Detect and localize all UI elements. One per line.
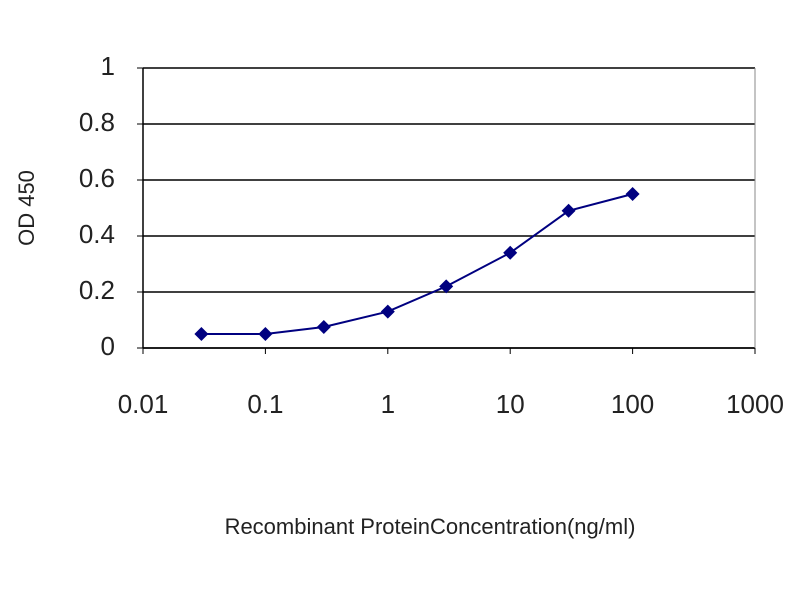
- y-tick-label: 0.4: [79, 219, 115, 249]
- data-point: [625, 187, 640, 201]
- x-tick-label: 10: [496, 389, 525, 419]
- x-tick-label: 1: [381, 389, 395, 419]
- y-tick-label: 0.2: [79, 275, 115, 305]
- y-tick-label: 0.8: [79, 107, 115, 137]
- data-point: [561, 203, 576, 218]
- y-tick-label: 1: [101, 51, 115, 81]
- series-line: [201, 193, 633, 335]
- x-tick-label: 1000: [726, 389, 784, 419]
- data-point: [258, 327, 273, 341]
- data-point: [194, 327, 209, 341]
- y-tick-label: 0: [101, 331, 115, 361]
- data-point: [380, 304, 395, 319]
- y-tick-label: 0.6: [79, 163, 115, 193]
- x-tick-label: 100: [611, 389, 654, 419]
- data-point: [316, 320, 331, 334]
- data-point: [503, 245, 518, 260]
- x-axis-title: Recombinant ProteinConcentration(ng/ml): [225, 514, 636, 539]
- data-point: [439, 279, 454, 294]
- x-tick-label: 0.01: [118, 389, 169, 419]
- x-tick-label: 0.1: [247, 389, 283, 419]
- y-axis-title: OD 450: [14, 170, 39, 246]
